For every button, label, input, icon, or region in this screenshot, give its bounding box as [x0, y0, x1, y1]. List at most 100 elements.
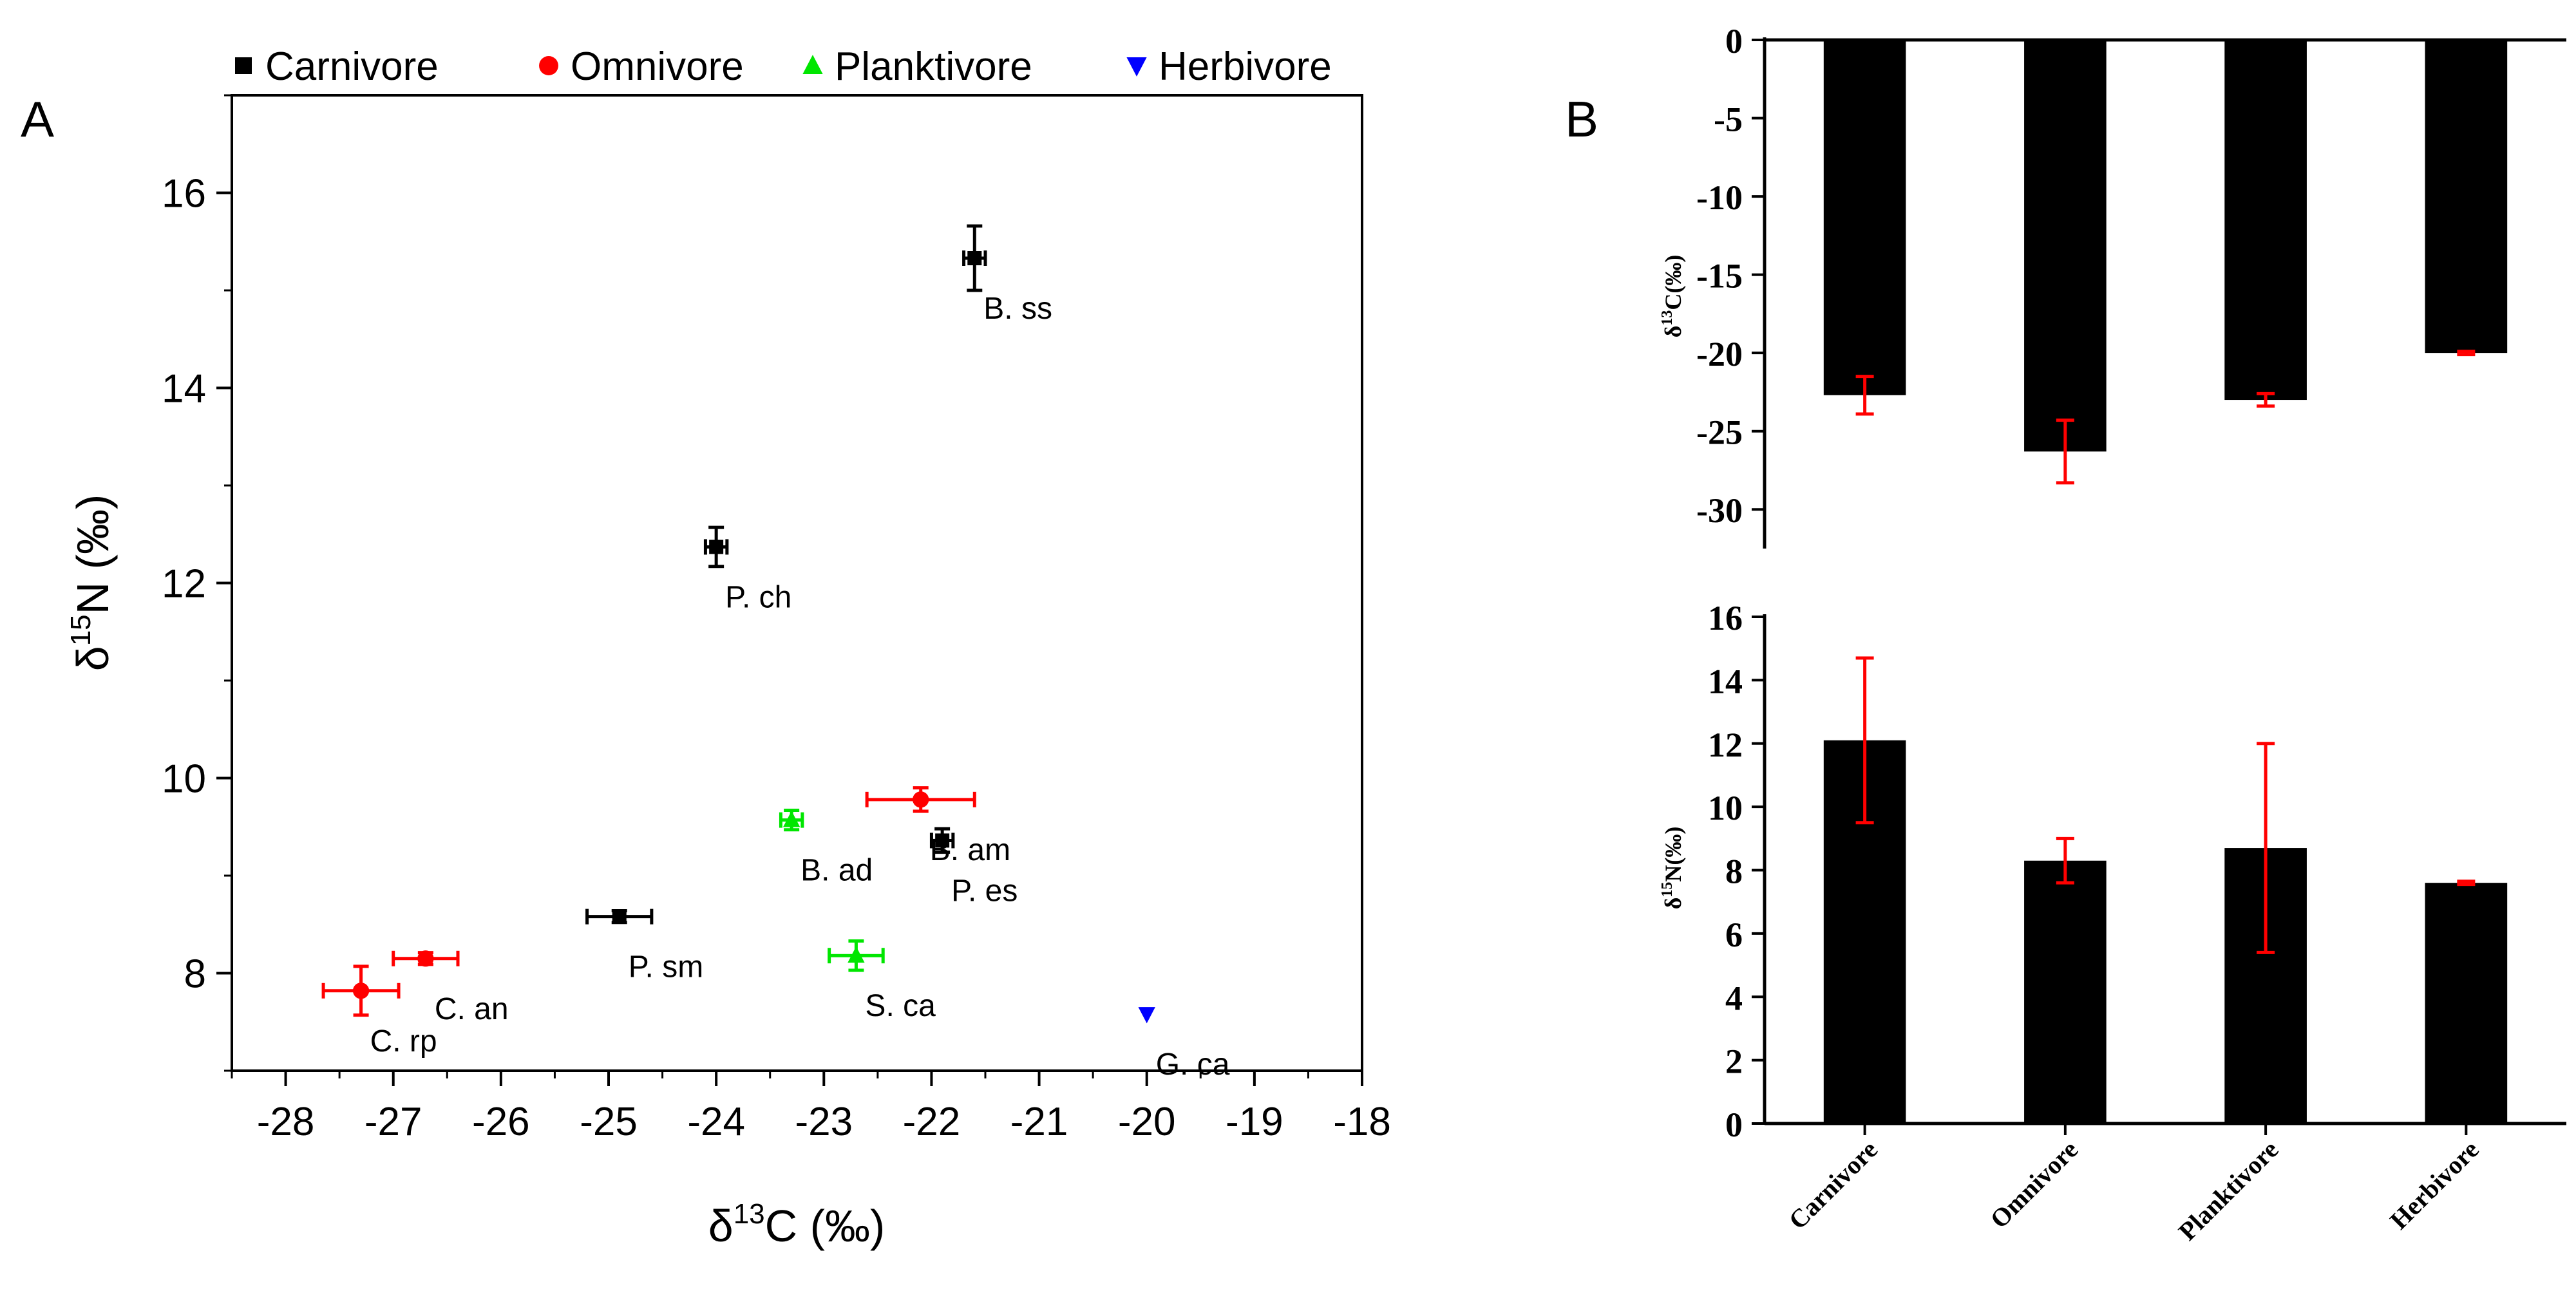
scatter-marker-c-an [417, 950, 434, 967]
bar-herbivore [2425, 40, 2508, 353]
scatter-x-tick-label: -18 [1333, 1100, 1391, 1144]
carbon-y-label-suffix: C(‰) [1660, 255, 1686, 310]
scatter-point-label: P. ch [725, 580, 791, 614]
bar-y-tick-label: -5 [1714, 100, 1743, 139]
scatter-marker-p-ch [709, 540, 724, 554]
scatter-point-label: S. ca [865, 989, 936, 1023]
scatter-marker-b-ss [967, 251, 982, 266]
scatter-x-tick-label: -19 [1226, 1100, 1283, 1144]
scatter-x-tick-label: -28 [257, 1100, 315, 1144]
carbon-bar-panel: 0 -5 -10 -15 -20 -25 -30 δ13C(‰) [1659, 22, 2566, 549]
scatter-marker-b-am [913, 791, 929, 808]
scatter-x-tick-label: -23 [795, 1100, 853, 1144]
bar-y-tick-label: 8 [1725, 852, 1743, 891]
scatter-marker-p-sm [612, 909, 627, 924]
carbon-axes: 0 -5 -10 -15 -20 -25 -30 [1696, 22, 2566, 549]
scatter-y-tick-label: 16 [162, 172, 206, 216]
bar-omnivore [2024, 860, 2107, 1124]
bar-y-tick-label: 14 [1708, 662, 1743, 701]
category-label-carnivore: Carnivore [1783, 1135, 1883, 1235]
bar-y-tick-label: 4 [1725, 979, 1743, 1017]
bar-y-tick-label: 0 [1725, 22, 1743, 61]
nitrogen-y-label-prefix: δ [1660, 898, 1686, 910]
bar-y-tick-label: 10 [1708, 789, 1743, 827]
scatter-x-label-suffix: C (‰) [765, 1201, 886, 1251]
legend-label-carnivore: Carnivore [265, 44, 439, 89]
scatter-point-p-sm: P. sm [585, 908, 703, 984]
scatter-x-tick-label: -25 [580, 1100, 638, 1144]
legend-marker-carnivore [235, 57, 252, 74]
scatter-x-tick-label: -27 [365, 1100, 422, 1144]
scatter-point-p-ch: P. ch [703, 525, 791, 614]
scatter-point-b-ss: B. ss [962, 224, 1052, 326]
scatter-y-label-suffix: N (‰) [68, 494, 118, 615]
scatter-point-b-ad: B. ad [779, 808, 873, 888]
bar-y-tick-label: 12 [1708, 726, 1743, 764]
scatter-point-c-rp: C. rp [321, 964, 437, 1058]
bar-y-tick-label: -30 [1696, 491, 1743, 530]
bar-y-tick-label: -20 [1696, 335, 1743, 373]
scatter-points: B. ssP. chB. amP. esB. adP. smS. caC. an… [321, 224, 1230, 1082]
scatter-y-label-prefix: δ [68, 646, 118, 671]
scatter-plot-frame [231, 94, 1363, 1072]
category-label-planktivore: Planktivore [2173, 1135, 2284, 1246]
bar-y-tick-label: 0 [1725, 1105, 1743, 1144]
scatter-point-g-ca: G. ca [1138, 1007, 1230, 1082]
scatter-y-axis-label: δ15N (‰) [65, 494, 118, 672]
legend-marker-planktivore [802, 55, 823, 74]
carbon-y-axis-label: δ13C(‰) [1659, 255, 1686, 338]
legend-label-herbivore: Herbivore [1159, 44, 1332, 89]
scatter-point-label: P. sm [629, 950, 703, 984]
legend-marker-omnivore [539, 56, 558, 75]
legend-label-omnivore: Omnivore [571, 44, 744, 89]
scatter-y-tick-label: 8 [184, 952, 206, 997]
scatter-y-tick-label: 12 [162, 562, 206, 607]
legend-label-planktivore: Planktivore [835, 44, 1032, 89]
scatter-x-axis-label: δ13C (‰) [708, 1198, 886, 1251]
nitrogen-y-label-sup: 15 [1659, 882, 1676, 898]
bar-omnivore [2024, 40, 2107, 452]
scatter-marker-b-ad [782, 811, 800, 827]
scatter-x-tick-label: -22 [903, 1100, 961, 1144]
panel-b-label: B [1565, 91, 1598, 147]
scatter-x-label-prefix: δ [708, 1201, 734, 1251]
carbon-y-label-prefix: δ [1660, 326, 1686, 338]
nitrogen-bars [1823, 656, 2508, 1124]
scatter-legend: Carnivore Omnivore Planktivore Herbivore [235, 44, 1332, 89]
bar-herbivore [2425, 883, 2508, 1124]
scatter-x-tick-label: -24 [687, 1100, 745, 1144]
bar-y-tick-label: 6 [1725, 916, 1743, 954]
bar-y-tick-label: -15 [1696, 257, 1743, 296]
scatter-x-label-sup: 13 [734, 1198, 765, 1230]
scatter-point-label: P. es [951, 874, 1018, 908]
scatter-point-c-an: C. an [392, 950, 509, 1026]
bar-y-tick-label: 16 [1708, 599, 1743, 637]
bar-planktivore [2224, 40, 2307, 400]
scatter-marker-p-es [935, 833, 950, 848]
scatter-point-p-es: P. es [929, 827, 1018, 908]
category-label-herbivore: Herbivore [2384, 1135, 2484, 1235]
scatter-y-tick-label: 10 [162, 757, 206, 802]
nitrogen-axes: 0 2 4 6 8 10 12 14 16 [1708, 599, 2566, 1144]
scatter-y-tick-label: 14 [162, 367, 206, 411]
bar-y-tick-label: -10 [1696, 178, 1743, 217]
scatter-point-label: B. ss [983, 292, 1052, 326]
scatter-x-tick-label: -21 [1010, 1100, 1068, 1144]
bar-y-tick-label: 2 [1725, 1042, 1743, 1081]
scatter-point-s-ca: S. ca [828, 939, 936, 1023]
scatter-point-label: G. ca [1156, 1048, 1230, 1082]
scatter-y-axis: 8 10 12 14 16 [162, 94, 232, 1072]
scatter-point-label: C. an [435, 992, 509, 1026]
nitrogen-y-label-suffix: N(‰) [1660, 827, 1686, 882]
bar-y-tick-label: -25 [1696, 413, 1743, 452]
scatter-x-tick-label: -20 [1118, 1100, 1176, 1144]
carbon-y-label-sup: 13 [1659, 310, 1676, 326]
panel-a-label: A [21, 91, 54, 147]
scatter-marker-c-rp [352, 983, 370, 999]
carbon-bars [1823, 40, 2508, 485]
legend-marker-herbivore [1126, 57, 1147, 77]
scatter-point-label: C. rp [370, 1024, 437, 1058]
nitrogen-bar-panel: 0 2 4 6 8 10 12 14 16 δ15N(‰) Carnivore Omnivore P… [1659, 599, 2566, 1246]
category-labels: Carnivore Omnivore Planktivore Herbivore [1783, 1135, 2485, 1246]
